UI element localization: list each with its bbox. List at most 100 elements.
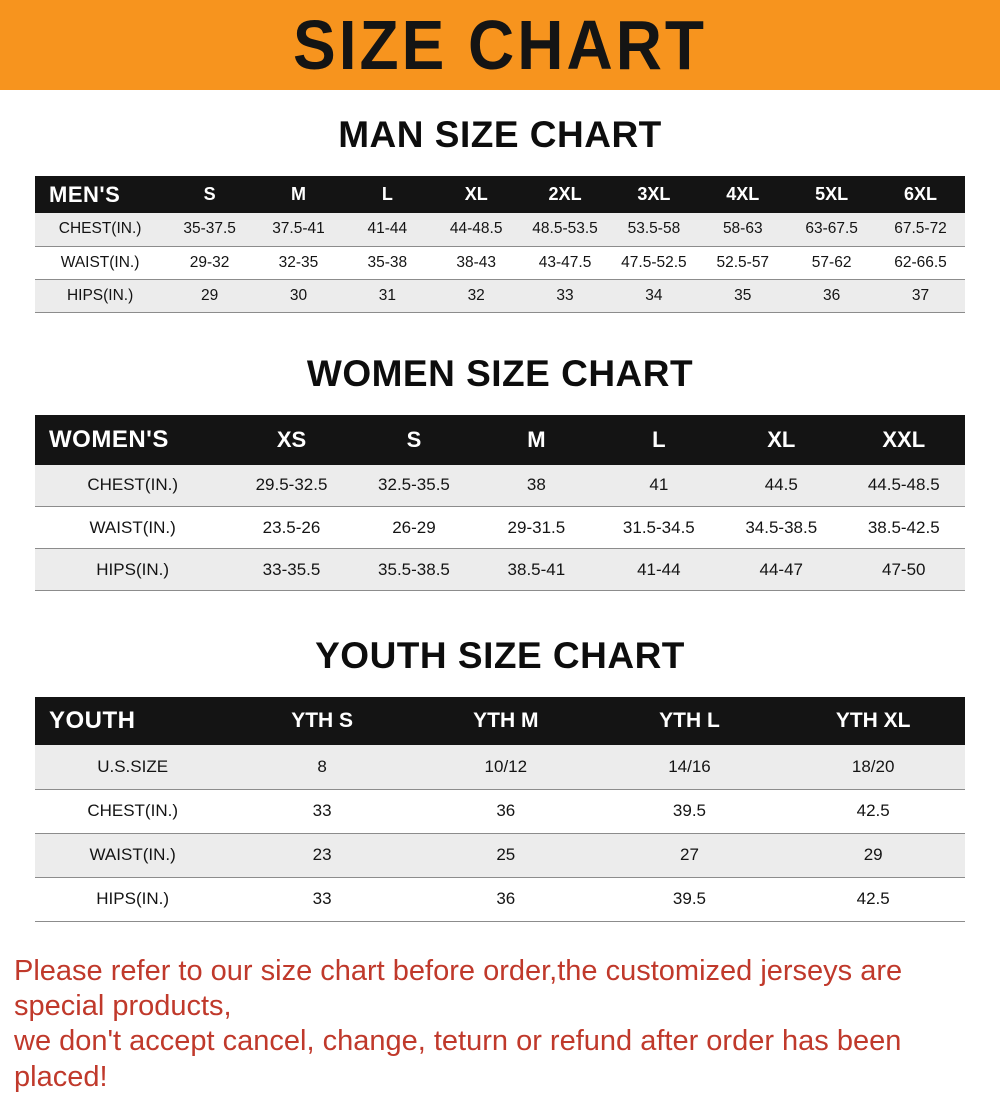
disclaimer-line2: we don't accept cancel, change, teturn o… — [14, 1024, 986, 1095]
size-value-cell: 44.5 — [720, 465, 842, 507]
size-value-cell: 53.5-58 — [609, 213, 698, 246]
size-value-cell: 35 — [698, 279, 787, 312]
size-value-cell: 62-66.5 — [876, 246, 965, 279]
size-value-cell: 29 — [781, 833, 965, 877]
size-column-header: YTH M — [414, 697, 598, 745]
table-title-cell: YOUTH — [35, 697, 230, 745]
table-title-cell: MEN'S — [35, 176, 165, 213]
size-value-cell: 32-35 — [254, 246, 343, 279]
size-value-cell: 29.5-32.5 — [230, 465, 352, 507]
size-column-header: 5XL — [787, 176, 876, 213]
size-value-cell: 48.5-53.5 — [521, 213, 610, 246]
size-value-cell: 31.5-34.5 — [598, 507, 720, 549]
size-column-header: XS — [230, 415, 352, 465]
size-value-cell: 14/16 — [598, 745, 782, 789]
size-value-cell: 44-48.5 — [432, 213, 521, 246]
size-value-cell: 42.5 — [781, 789, 965, 833]
row-label: HIPS(IN.) — [35, 877, 230, 921]
size-value-cell: 37 — [876, 279, 965, 312]
size-value-cell: 67.5-72 — [876, 213, 965, 246]
size-column-header: S — [165, 176, 254, 213]
size-value-cell: 63-67.5 — [787, 213, 876, 246]
size-value-cell: 47-50 — [842, 549, 965, 591]
table-title-cell: WOMEN'S — [35, 415, 230, 465]
row-label: CHEST(IN.) — [35, 789, 230, 833]
row-label: U.S.SIZE — [35, 745, 230, 789]
size-column-header: XL — [432, 176, 521, 213]
size-column-header: L — [598, 415, 720, 465]
size-chart-banner: SIZE CHART — [0, 0, 1000, 90]
size-column-header: M — [475, 415, 597, 465]
size-value-cell: 18/20 — [781, 745, 965, 789]
row-label: WAIST(IN.) — [35, 833, 230, 877]
size-value-cell: 41-44 — [343, 213, 432, 246]
size-value-cell: 33 — [230, 877, 414, 921]
size-value-cell: 29-32 — [165, 246, 254, 279]
size-value-cell: 41-44 — [598, 549, 720, 591]
size-value-cell: 38.5-41 — [475, 549, 597, 591]
size-value-cell: 57-62 — [787, 246, 876, 279]
size-column-header: 2XL — [521, 176, 610, 213]
row-label: WAIST(IN.) — [35, 246, 165, 279]
size-value-cell: 25 — [414, 833, 598, 877]
size-value-cell: 33-35.5 — [230, 549, 352, 591]
size-value-cell: 27 — [598, 833, 782, 877]
size-value-cell: 35-38 — [343, 246, 432, 279]
row-label: HIPS(IN.) — [35, 549, 230, 591]
size-value-cell: 38.5-42.5 — [842, 507, 965, 549]
size-value-cell: 32.5-35.5 — [353, 465, 475, 507]
disclaimer: Please refer to our size chart before or… — [0, 948, 1000, 1105]
size-value-cell: 47.5-52.5 — [609, 246, 698, 279]
size-column-header: 4XL — [698, 176, 787, 213]
size-value-cell: 39.5 — [598, 877, 782, 921]
size-value-cell: 39.5 — [598, 789, 782, 833]
size-value-cell: 29 — [165, 279, 254, 312]
size-column-header: YTH L — [598, 697, 782, 745]
disclaimer-line1: Please refer to our size chart before or… — [14, 954, 986, 1025]
row-label: CHEST(IN.) — [35, 213, 165, 246]
size-value-cell: 34.5-38.5 — [720, 507, 842, 549]
size-value-cell: 52.5-57 — [698, 246, 787, 279]
size-column-header: L — [343, 176, 432, 213]
size-value-cell: 42.5 — [781, 877, 965, 921]
size-column-header: XXL — [842, 415, 965, 465]
size-column-header: 6XL — [876, 176, 965, 213]
row-label: CHEST(IN.) — [35, 465, 230, 507]
size-value-cell: 58-63 — [698, 213, 787, 246]
row-label: WAIST(IN.) — [35, 507, 230, 549]
size-value-cell: 44-47 — [720, 549, 842, 591]
size-value-cell: 8 — [230, 745, 414, 789]
size-value-cell: 44.5-48.5 — [842, 465, 965, 507]
man-size-heading: MAN SIZE CHART — [0, 114, 1000, 156]
size-column-header: YTH XL — [781, 697, 965, 745]
size-value-cell: 32 — [432, 279, 521, 312]
size-value-cell: 38-43 — [432, 246, 521, 279]
size-value-cell: 23.5-26 — [230, 507, 352, 549]
size-value-cell: 35.5-38.5 — [353, 549, 475, 591]
youth-size-heading: YOUTH SIZE CHART — [0, 635, 1000, 677]
size-column-header: M — [254, 176, 343, 213]
size-value-cell: 29-31.5 — [475, 507, 597, 549]
size-value-cell: 41 — [598, 465, 720, 507]
size-value-cell: 36 — [414, 877, 598, 921]
size-column-header: YTH S — [230, 697, 414, 745]
size-column-header: XL — [720, 415, 842, 465]
banner-title: SIZE CHART — [293, 5, 707, 85]
size-column-header: S — [353, 415, 475, 465]
